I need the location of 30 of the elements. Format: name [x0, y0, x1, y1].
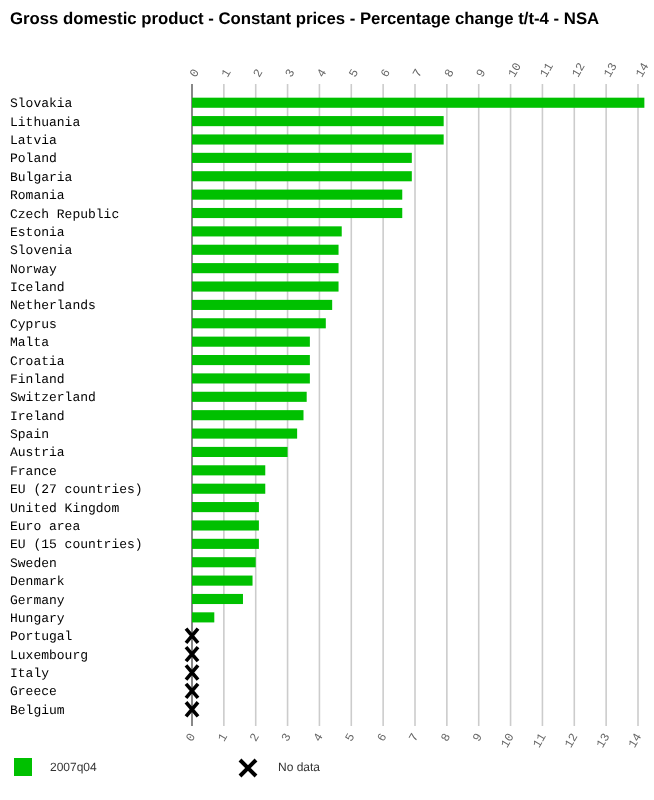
bar	[192, 593, 243, 605]
bar	[192, 575, 253, 586]
bar	[192, 612, 215, 623]
bar	[192, 318, 326, 329]
bar	[192, 520, 259, 531]
bar	[192, 391, 307, 402]
bar	[192, 226, 342, 237]
bar	[192, 428, 298, 439]
bar	[192, 263, 339, 274]
bar	[192, 410, 304, 421]
bar	[192, 152, 412, 163]
bar	[192, 465, 266, 476]
bar	[192, 446, 288, 457]
bar	[192, 281, 339, 292]
bar	[192, 207, 403, 219]
bar	[192, 502, 259, 513]
bar	[192, 483, 266, 494]
bar	[192, 171, 412, 182]
bar	[192, 557, 256, 568]
bar	[192, 189, 403, 200]
bar	[192, 116, 444, 127]
bar	[192, 373, 310, 384]
bar	[192, 538, 259, 549]
bar	[192, 134, 444, 145]
bar	[192, 336, 310, 347]
bar	[192, 299, 333, 310]
chart-title: Gross domestic product - Constant prices - Percentage change t/t-4 - NSA	[10, 8, 600, 28]
bar	[192, 355, 310, 366]
bar	[192, 97, 645, 108]
bar	[192, 244, 339, 255]
